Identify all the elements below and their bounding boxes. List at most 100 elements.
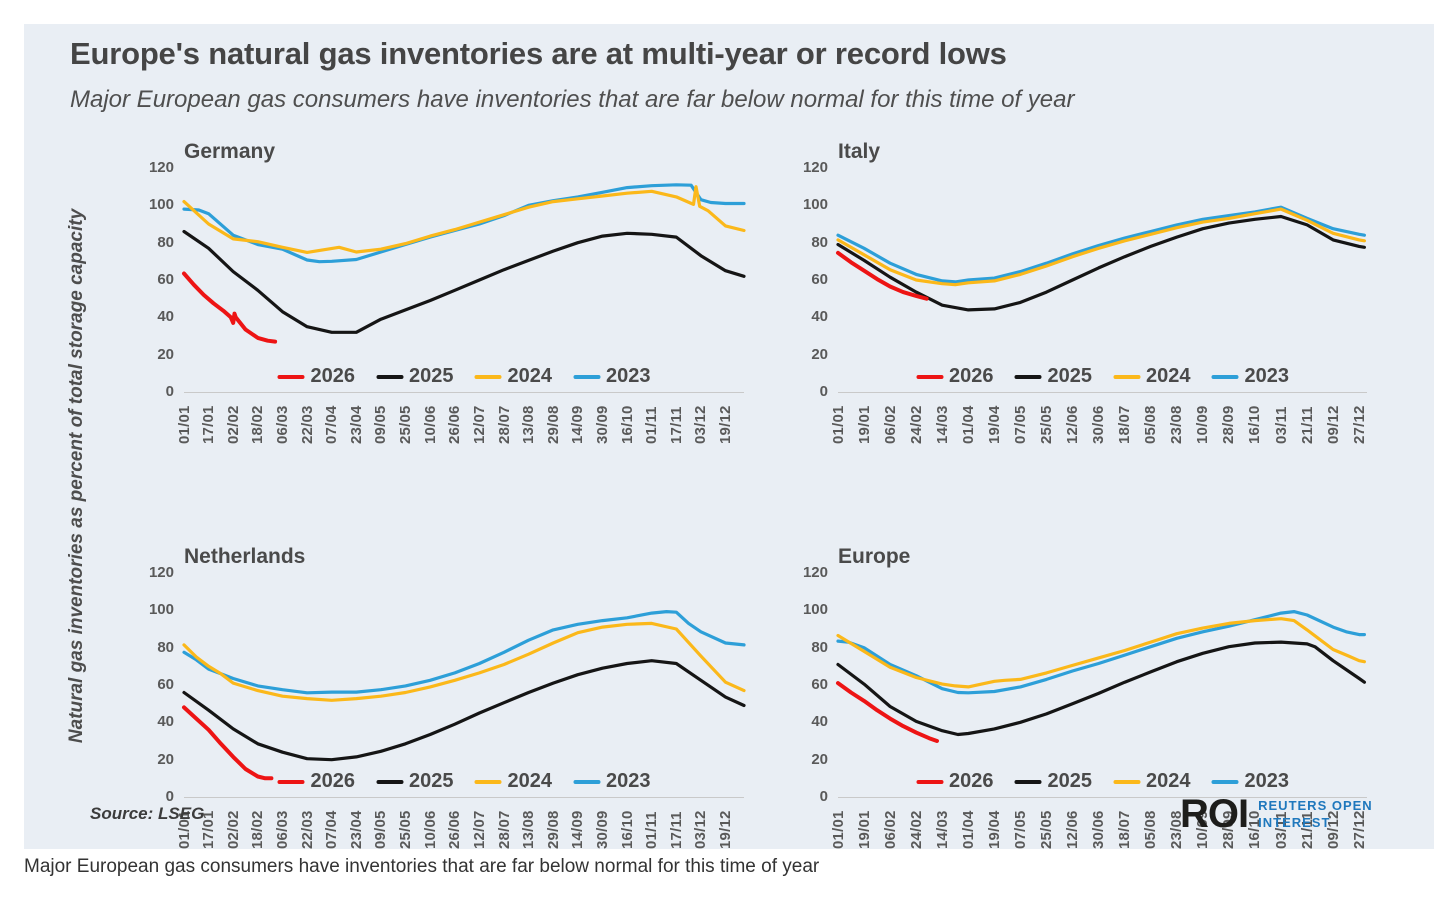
x-tick-label: 14/03 [933,810,951,849]
source-label: Source: [90,804,159,823]
x-tick-label: 07/05 [1011,810,1029,849]
legend-item-2024: 2024 [1113,365,1191,388]
series-line-europe-2023 [836,609,1367,695]
y-tick-label: 0 [819,788,828,805]
legend-label: 2023 [1244,365,1290,387]
x-tick-label: 29/08 [544,810,562,849]
x-tick-label: 19/04 [985,405,1003,444]
x-tick-label: 28/07 [495,810,513,849]
y-tick-label: 60 [157,271,174,288]
series-line-europe-2026 [836,681,939,743]
x-tick-label: 07/04 [323,405,341,444]
source-value: LSEG [158,804,205,823]
legend-item-2023: 2023 [573,365,651,388]
series-line-netherlands-2025 [182,659,746,762]
legend-label: 2024 [507,770,553,792]
series-line-netherlands-2023 [182,609,746,695]
legend-dash-icon [474,779,502,784]
legend-item-2025: 2025 [1014,365,1093,388]
x-tick-label: 01/11 [643,811,661,849]
x-tick-label: 23/04 [347,810,365,849]
x-tick-label: 28/07 [495,405,513,444]
legend-dash-icon [1113,374,1140,379]
x-tick-label: 06/02 [881,405,899,444]
y-tick-label: 60 [811,271,828,288]
x-tick-label: 07/04 [323,810,341,849]
series-line-italy-2026 [836,250,929,301]
legend-label: 2026 [949,365,994,387]
chart-canvas-europe [836,609,1367,743]
legend-label: 2025 [1047,365,1093,387]
legend-label: 2024 [1146,365,1191,387]
x-tick-label: 30/09 [593,405,611,444]
x-tick-label: 19/01 [855,405,873,444]
x-tick-label: 06/03 [273,405,291,444]
roi-logo: ROI REUTERS OPEN INTEREST [1180,794,1373,834]
legend-label: 2023 [1244,770,1290,792]
legend-label: 2024 [507,365,553,387]
chart-canvas-germany [182,183,746,344]
legend-italy: 2026 2025 2024 2023 [916,365,1289,388]
y-tick-label: 0 [165,788,174,805]
x-tick-label: 25/05 [1037,810,1055,849]
legend-label: 2026 [949,770,994,792]
x-tick-label: 06/02 [881,810,899,849]
legend-label: 2026 [310,365,356,387]
x-tick-label: 26/06 [446,810,464,849]
legend-item-2025: 2025 [376,365,454,388]
x-tick-label: 21/11 [1298,406,1316,444]
y-tick-label: 20 [157,345,174,363]
x-tick-label: 02/02 [224,405,242,444]
x-tick-label: 14/09 [569,810,587,849]
y-tick-label: 80 [811,233,828,251]
plot-area-europe: 2026 2025 2024 2023 [836,573,1367,798]
y-tick-label: 0 [819,383,828,400]
x-tick-label: 09/05 [372,405,390,444]
legend-item-2024: 2024 [1113,770,1191,793]
y-tick-label: 100 [148,601,174,619]
series-line-italy-2023 [836,205,1367,284]
series-line-germany-2026 [182,271,278,344]
x-tick-label: 17/01 [200,405,218,444]
x-tick-label: 18/07 [1116,810,1134,849]
x-tick-label: 17/11 [667,406,685,444]
y-tick-label: 20 [811,345,828,363]
plot-area-italy: 2026 2025 2024 2023 [836,168,1367,393]
legend-dash-icon [916,374,943,379]
series-line-europe-2024 [836,617,1367,689]
x-tick-label: 12/06 [1064,810,1082,849]
legend-item-2026: 2026 [277,365,356,388]
x-tick-label: 27/12 [1350,405,1368,444]
y-tick-label: 20 [811,750,828,768]
x-tick-label: 18/07 [1116,405,1134,444]
x-tick-label: 12/07 [470,405,488,444]
legend-item-2026: 2026 [277,770,355,793]
y-tick-label: 80 [157,638,174,656]
legend-item-2025: 2025 [1014,770,1092,793]
roi-logo-line2: INTEREST [1258,815,1331,830]
x-tick-label: 16/10 [618,405,636,444]
legend-dash-icon [573,374,600,379]
legend-dash-icon [376,374,403,379]
legend-item-2023: 2023 [1211,365,1290,388]
legend-dash-icon [1113,779,1140,784]
x-tick-label: 19/12 [717,405,735,444]
x-tick-label: 09/12 [1324,405,1342,444]
y-tick-label: 20 [157,750,174,768]
legend-dash-icon [916,779,943,784]
y-tick-label: 40 [811,713,828,731]
series-line-netherlands-2024 [182,621,746,702]
y-tick-label: 120 [148,159,174,176]
series-line-germany-2025 [182,229,746,334]
y-tick-label: 40 [811,308,828,326]
legend-dash-icon [376,779,403,784]
page-subtitle: Major European gas consumers have invent… [70,86,1075,113]
x-tick-label: 16/10 [618,810,636,849]
series-line-netherlands-2026 [182,705,274,781]
legend-label: 2023 [606,365,651,387]
y-tick-label: 80 [811,638,828,656]
x-tick-label: 19/12 [717,810,735,849]
x-tick-label: 22/03 [298,405,316,444]
legend-label: 2025 [409,365,454,387]
y-tick-label: 120 [148,564,174,581]
